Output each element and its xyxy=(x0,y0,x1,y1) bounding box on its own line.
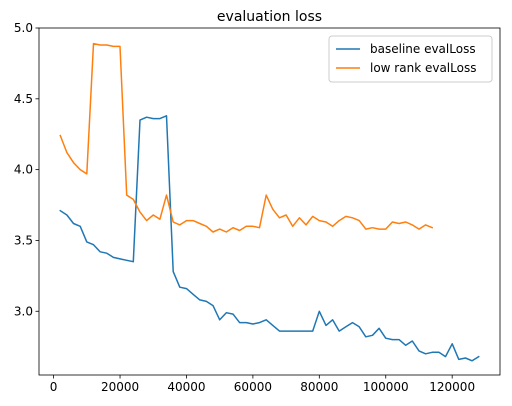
plot-frame xyxy=(38,27,501,376)
x-tick-label: 20000 xyxy=(101,380,139,394)
legend-label-1: low rank evalLoss xyxy=(370,61,476,75)
x-tick-label: 60000 xyxy=(234,380,272,394)
x-tick-label: 80000 xyxy=(300,380,338,394)
y-tick-label: 3.5 xyxy=(14,233,33,247)
y-axis: 3.0 3.5 4.0 4.5 5.0 xyxy=(14,21,39,318)
y-tick-label: 3.0 xyxy=(14,304,33,318)
chart-title: evaluation loss xyxy=(217,9,322,25)
y-tick-label: 4.0 xyxy=(14,163,33,177)
plot-area xyxy=(38,27,501,376)
legend-box xyxy=(328,35,493,83)
legend: baseline evalLoss low rank evalLoss xyxy=(328,35,493,83)
x-tick-label: 120000 xyxy=(429,380,475,394)
y-tick-label: 4.5 xyxy=(14,92,33,106)
series-line-0 xyxy=(59,115,480,362)
x-tick-label: 100000 xyxy=(363,380,409,394)
legend-label-0: baseline evalLoss xyxy=(370,42,476,56)
y-tick-label: 5.0 xyxy=(14,21,33,35)
x-tick-label: 0 xyxy=(50,380,58,394)
series-line-1 xyxy=(59,42,434,233)
x-axis: 0 20000 40000 60000 80000 100000 120000 xyxy=(50,375,475,394)
x-tick-label: 40000 xyxy=(167,380,205,394)
